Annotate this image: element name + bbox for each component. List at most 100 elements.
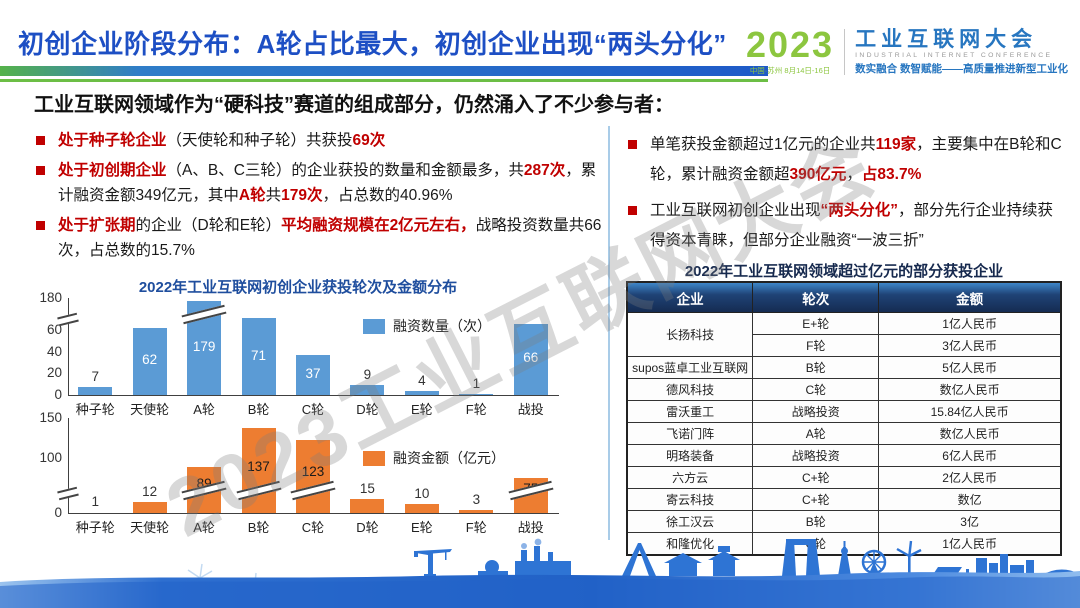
bar-value-label: 137 xyxy=(247,458,270,474)
cell-round: 战略投资 xyxy=(752,400,880,423)
table-row: 明珞装备 战略投资 6亿人民币 xyxy=(626,444,1062,467)
bar-value-label: 10 xyxy=(414,485,430,501)
bar-value-label: 179 xyxy=(192,339,216,354)
y-tick-label: 180 xyxy=(39,290,62,305)
bar-天使轮 xyxy=(132,327,167,395)
bar-value-label: 123 xyxy=(301,463,325,479)
charts-block: 2022年工业互联网初创企业获投轮次及金额分布 0 20 40 60 180 7 62 179… xyxy=(18,276,588,538)
cell-company: 飞诺门阵 xyxy=(626,422,754,445)
bar-value-label: 71 xyxy=(251,347,267,363)
table-header: 轮次 xyxy=(752,281,880,313)
bar-value-label: 12 xyxy=(142,483,158,499)
bar-value-label: 7 xyxy=(91,369,99,385)
table-row: supos蓝卓工业互联网 B轮 5亿人民币 xyxy=(626,356,1062,379)
bar-C轮 xyxy=(296,439,330,513)
bar-F轮 xyxy=(459,393,494,395)
cell-company: 雷沃重工 xyxy=(626,400,754,423)
bar-value-label: 37 xyxy=(305,365,321,381)
bullet-marker-icon xyxy=(36,136,45,145)
legend-swatch xyxy=(363,318,385,334)
x-tick-label: D轮 xyxy=(356,520,379,535)
bar-C轮 xyxy=(296,354,330,395)
cell-round: 战略投资 xyxy=(752,444,880,467)
cell-company: 德风科技 xyxy=(626,378,754,401)
table-row: 德风科技 C轮 数亿人民币 xyxy=(626,378,1062,401)
bullet-text-emphasis: “两头分化” xyxy=(820,202,899,219)
bullet-text: ，主要集中在B轮和C轮，累计融资金额超 xyxy=(650,136,1062,183)
x-tick-label: B轮 xyxy=(247,402,270,417)
bullet-text-emphasis: 179次 xyxy=(281,187,323,204)
bar-value-label: 62 xyxy=(142,352,158,368)
table-row: 飞诺门阵 A轮 数亿人民币 xyxy=(626,422,1062,445)
bullet-text-emphasis: 占83.7% xyxy=(861,166,922,183)
bullet-item: 处于初创期企业（A、B、C三轮）的企业获投的数量和金额最多，共287次，累计融资… xyxy=(34,158,602,209)
legend-label: 融资金额（亿元） xyxy=(393,450,505,466)
cell-amount: 2亿人民币 xyxy=(878,466,1062,489)
plot-area xyxy=(68,418,559,514)
cell-amount: 3亿 xyxy=(878,510,1062,533)
bar-战投 xyxy=(513,323,548,395)
cell-round: B轮 xyxy=(752,356,880,379)
cell-round: A轮 xyxy=(752,422,880,445)
bar-D轮 xyxy=(350,385,385,395)
cell-round: E+轮 xyxy=(752,312,880,335)
x-tick-label: E轮 xyxy=(411,520,433,535)
cell-amount: 数亿 xyxy=(878,488,1062,511)
x-tick-label: 天使轮 xyxy=(130,520,170,535)
chart-legend: 融资金额（亿元） xyxy=(363,448,505,468)
left-bullet-list: 处于种子轮企业（天使轮和种子轮）共获投69次 处于初创期企业（A、B、C三轮）的企… xyxy=(34,128,602,268)
y-tick-label: 100 xyxy=(39,450,62,465)
bullet-text-emphasis: 处于种子轮企业 xyxy=(58,132,167,149)
x-tick-label: F轮 xyxy=(465,402,487,417)
bullet-text-emphasis: 平均融资规模在2亿元左右， xyxy=(281,216,476,234)
cell-round: F轮 xyxy=(752,334,880,357)
bullet-text: 战略投资数量共66次，占总数的15.7% xyxy=(58,216,602,260)
bullet-text: ，累计融资金额349亿元，其中 xyxy=(58,161,597,205)
bar-value-label: 66 xyxy=(523,350,539,366)
bullet-marker-icon xyxy=(628,140,637,149)
chart-title: 2022年工业互联网初创企业获投轮次及金额分布 xyxy=(138,279,458,296)
table-row: 寄云科技 C+轮 数亿 xyxy=(626,488,1062,511)
x-tick-label: 战投 xyxy=(517,402,544,417)
x-tick-label: 天使轮 xyxy=(130,402,170,417)
x-tick-label: 战投 xyxy=(517,520,544,535)
bar-种子轮 xyxy=(78,387,113,395)
cell-company: 明珞装备 xyxy=(626,444,754,467)
x-tick-label: 种子轮 xyxy=(75,520,115,535)
table-title: 2022年工业互联网领域超过亿元的部分获投企业 xyxy=(684,263,1004,280)
bar-F轮 xyxy=(459,510,494,513)
cell-amount: 数亿人民币 xyxy=(878,378,1062,401)
bullet-text: ，占总数的40.96% xyxy=(322,187,453,204)
column-divider xyxy=(608,126,610,540)
bullet-text-emphasis: 处于扩张期 xyxy=(58,216,136,234)
y-tick-label: 150 xyxy=(39,410,62,425)
logo-name-en: INDUSTRIAL INTERNET CONFERENCE xyxy=(855,51,1053,59)
bar-E轮 xyxy=(404,503,439,513)
bar-value-label: 1 xyxy=(472,375,481,391)
bullet-text-emphasis: 69次 xyxy=(352,132,386,149)
x-tick-label: B轮 xyxy=(247,520,270,535)
y-tick-label: 40 xyxy=(46,343,62,359)
bar-E轮 xyxy=(404,390,439,395)
cell-round: C轮 xyxy=(752,378,880,401)
cell-company: 长扬科技 xyxy=(626,312,754,357)
bullet-text-emphasis: 390亿元 xyxy=(789,166,847,183)
y-tick-label: 0 xyxy=(54,387,62,402)
legend-swatch xyxy=(363,450,385,466)
bullet-text: 共 xyxy=(265,187,282,204)
cell-amount: 5亿人民币 xyxy=(878,356,1062,379)
logo-tagline: 数实融合 数智赋能——高质量推进新型工业化 xyxy=(855,62,1068,75)
x-tick-label: F轮 xyxy=(465,520,487,535)
logo-venue: 中国·苏州 8月14日-16日 xyxy=(749,66,831,75)
bullet-text: ， xyxy=(846,166,862,183)
table-row: 长扬科技 E+轮 1亿人民币 xyxy=(626,312,1062,357)
y-tick-label: 60 xyxy=(46,322,62,337)
conference-logo: 2023 中国·苏州 8月14日-16日 工业互联网大会 INDUSTRIAL … xyxy=(746,27,1068,76)
plot-area xyxy=(68,298,559,396)
table-row: 徐工汉云 B轮 3亿 xyxy=(626,510,1062,533)
table-header: 金额 xyxy=(878,281,1062,313)
bullet-text-emphasis: 287次 xyxy=(523,161,566,179)
page-title: 初创企业阶段分布：A轮占比最大，初创企业出现“两头分化” xyxy=(18,29,727,59)
section-heading: 工业互联网领域作为“硬科技”赛道的组成部分，仍然涌入了不少参与者： xyxy=(34,94,674,116)
